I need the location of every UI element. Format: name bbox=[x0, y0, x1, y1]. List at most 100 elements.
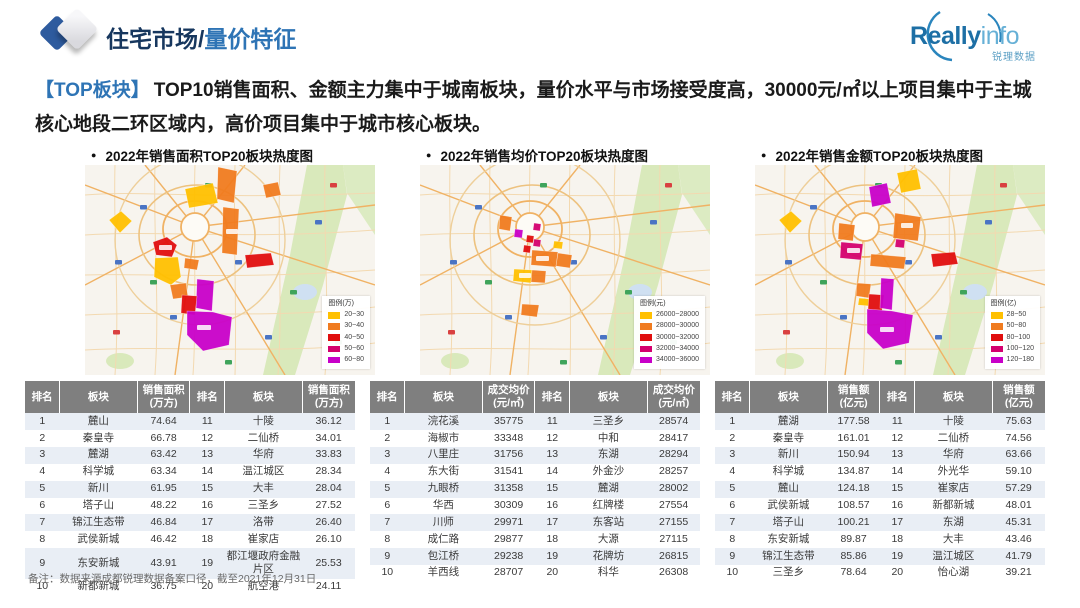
legend-label: 30000~32000 bbox=[655, 333, 699, 341]
table-cell: 28574 bbox=[658, 414, 689, 427]
table-cell: 新川 bbox=[87, 482, 109, 495]
map-legend: 图例(万) 20~30 30~40 40~50 50~60 60~80 bbox=[322, 296, 370, 369]
table-cell: 17 bbox=[891, 515, 904, 528]
legend-swatch bbox=[639, 323, 652, 330]
table-cell: 3 bbox=[39, 448, 46, 461]
table-cell: 9 bbox=[39, 556, 46, 569]
table-cell: 5 bbox=[384, 482, 391, 495]
table-cell: 18 bbox=[891, 532, 904, 545]
table-cell: 161.01 bbox=[837, 431, 870, 444]
legend-swatch bbox=[328, 334, 341, 341]
table-row: 4 科学城 63.34 14 温江城区 28.34 bbox=[25, 464, 355, 481]
col-header: 销售面积 (万方) bbox=[137, 381, 191, 414]
table-cell: 6 bbox=[729, 499, 736, 512]
table-cell: 150.94 bbox=[837, 448, 870, 461]
table-cell: 63.42 bbox=[150, 448, 177, 461]
table-cell: 8 bbox=[729, 532, 736, 545]
table-cell: 2 bbox=[729, 431, 736, 444]
table-cell: 6 bbox=[384, 499, 391, 512]
table-cell: 66.78 bbox=[150, 431, 177, 444]
table-cell: 11 bbox=[891, 414, 903, 427]
table-row: 6 塔子山 48.22 16 三圣乡 27.52 bbox=[25, 498, 355, 515]
table-cell: 31541 bbox=[493, 465, 524, 478]
table-cell: 27554 bbox=[658, 499, 689, 512]
heatmap-sales-amount: 图例(亿) 28~50 50~80 80~100 100~120 120~180 bbox=[755, 165, 1045, 375]
table-cell: 26308 bbox=[658, 566, 689, 579]
legend-swatch bbox=[639, 345, 652, 353]
col-header: 成交均价 (元/㎡) bbox=[647, 381, 700, 414]
table-cell: 4 bbox=[39, 465, 46, 478]
table-cell: 麓湖 bbox=[597, 482, 619, 495]
table-cell: 东客站 bbox=[592, 515, 625, 528]
table-cell: 二仙桥 bbox=[247, 431, 280, 444]
table-cell: 26.40 bbox=[315, 515, 342, 528]
table-cell: 35775 bbox=[493, 414, 524, 427]
table-cell: 28.34 bbox=[315, 465, 342, 478]
table-cell: 48.01 bbox=[1005, 499, 1032, 512]
legend-swatch bbox=[328, 323, 341, 330]
table-cell: 9 bbox=[384, 549, 391, 562]
table-cell: 16 bbox=[201, 499, 214, 512]
table-row: 7 川师 29971 17 东客站 27155 bbox=[370, 514, 700, 532]
legend-item: 60~80 bbox=[328, 355, 364, 365]
table-cell: 20 bbox=[201, 580, 214, 593]
legend-label: 28000~30000 bbox=[655, 322, 699, 330]
bullet-icon: ● bbox=[91, 150, 97, 160]
table-cell: 89.87 bbox=[840, 532, 867, 545]
legend-label: 40~50 bbox=[344, 333, 364, 341]
table-cell: 11 bbox=[201, 414, 213, 427]
table-row: 2 海椒市 33348 12 中和 28417 bbox=[370, 430, 700, 447]
col-header: 销售额 (亿元) bbox=[992, 381, 1045, 414]
table-cell: 29971 bbox=[493, 515, 524, 528]
table-cell: 17 bbox=[201, 515, 214, 528]
table-row: 3 麓湖 63.42 13 华府 33.83 bbox=[25, 446, 355, 464]
table-cell: 2 bbox=[384, 431, 391, 444]
table-cell: 13 bbox=[201, 448, 214, 461]
table-cell: 34.01 bbox=[315, 431, 342, 444]
heat-polygons bbox=[108, 166, 282, 352]
col-header: 成交均价 (元/㎡) bbox=[482, 381, 536, 414]
legend-swatch bbox=[639, 356, 652, 364]
table-row: 4 东大街 31541 14 外金沙 28257 bbox=[370, 464, 700, 481]
table-cell: 15 bbox=[546, 482, 559, 495]
legend-item: 20~30 bbox=[328, 310, 364, 320]
table-cell: 8 bbox=[384, 532, 391, 545]
legend-swatch bbox=[328, 345, 341, 353]
table-row: 2 秦皇寺 161.01 12 二仙桥 74.56 bbox=[715, 430, 1045, 447]
legend-label: 30~40 bbox=[344, 322, 364, 330]
table-cell: 63.66 bbox=[1005, 448, 1032, 461]
legend-item: 50~60 bbox=[328, 344, 364, 354]
table-cell: 锦江生态带 bbox=[72, 515, 125, 528]
table-cell: 15 bbox=[891, 482, 904, 495]
table-cell: 36.12 bbox=[315, 414, 342, 427]
legend-swatch bbox=[990, 334, 1003, 341]
table-cell: 11 bbox=[546, 414, 558, 427]
table-cell: 43.91 bbox=[150, 556, 177, 569]
table-cell: 27.52 bbox=[315, 499, 342, 512]
table-cell: 华西 bbox=[432, 499, 454, 512]
col-header: 排名 bbox=[534, 381, 571, 414]
table-cell: 崔家店 bbox=[937, 482, 970, 495]
table-cell: 39.21 bbox=[1005, 566, 1032, 579]
table-cell: 羊西线 bbox=[427, 566, 460, 579]
table-cell: 7 bbox=[729, 515, 736, 528]
legend-label: 60~80 bbox=[344, 355, 364, 363]
table-cell: 1 bbox=[384, 414, 391, 427]
legend-label: 50~60 bbox=[344, 344, 364, 352]
table-cell: 74.64 bbox=[150, 414, 177, 427]
table-header: 排名 板块 销售额 (亿元) 排名 板块 销售额 (亿元) bbox=[715, 381, 1045, 414]
table-row: 8 成仁路 29877 18 大源 27115 bbox=[370, 531, 700, 548]
legend-label: 50~80 bbox=[1006, 322, 1027, 330]
table-cell: 17 bbox=[546, 515, 559, 528]
legend-item: 100~120 bbox=[990, 344, 1034, 354]
table-cell: 18 bbox=[546, 532, 559, 545]
col-header: 板块 bbox=[224, 381, 303, 414]
bullet-icon: ● bbox=[426, 150, 432, 160]
table-cell: 10 bbox=[36, 580, 49, 593]
table-cell: 洛带 bbox=[252, 515, 274, 528]
table-cell: 东安新城 bbox=[767, 532, 810, 545]
legend-swatch bbox=[990, 323, 1003, 330]
table-cell: 41.79 bbox=[1005, 549, 1032, 562]
map-panel-sales-amount: ● 2022年销售金额TOP20板块热度图 bbox=[755, 145, 1045, 375]
table-cell: 1 bbox=[39, 414, 46, 427]
